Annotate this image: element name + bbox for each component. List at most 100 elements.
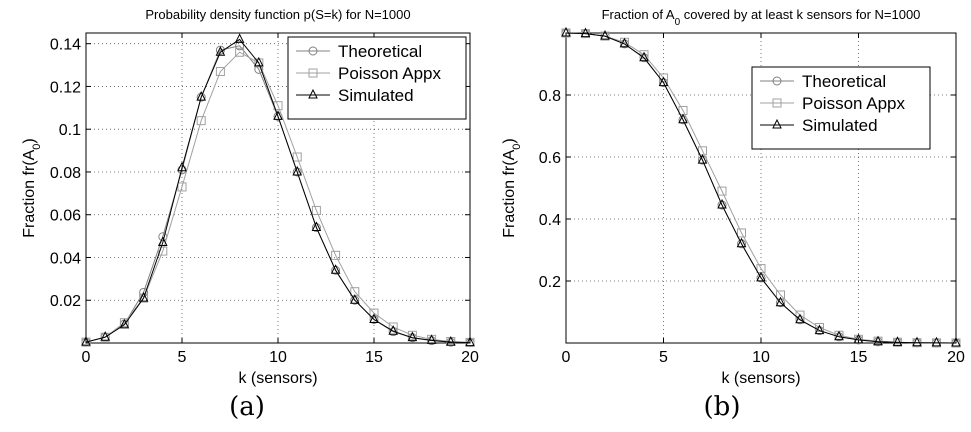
chart-b-point-triangle [580, 27, 591, 38]
chart-a-point-triangle [138, 291, 149, 302]
caption-a: (a) [229, 392, 265, 422]
coverage-chart: Fraction of A0 covered by at least k sen… [501, 7, 965, 387]
chart-a-series-triangle [81, 33, 475, 347]
chart-a-legend-marker-triangle [308, 88, 318, 99]
chart-a-point-triangle [119, 318, 130, 329]
chart-a-point-triangle [253, 56, 264, 67]
chart-a-point-triangle [177, 161, 187, 172]
chart-a-point-triangle [349, 294, 360, 304]
chart-a-point-square [196, 116, 206, 126]
chart-a-ytick-label: 0.08 [50, 165, 81, 182]
chart-a-point-square [119, 318, 129, 328]
chart-b-point-triangle [639, 51, 649, 62]
chart-b-point-triangle [697, 153, 708, 164]
chart-b-ytick-label: 0.2 [539, 274, 561, 291]
caption-b: (b) [703, 392, 741, 422]
chart-a-point-square [177, 182, 187, 192]
chart-b-point-triangle [892, 336, 903, 346]
chart-a-point-circle [139, 287, 149, 297]
chart-a-point-triangle [388, 325, 399, 335]
chart-b-point-triangle [736, 237, 747, 248]
chart-panel-b: Fraction of A0 covered by at least k sen… [486, 0, 971, 432]
chart-a-legend-label: Theoretical [338, 42, 422, 61]
chart-a-point-circle [235, 41, 245, 51]
chart-a-xtick-label: 0 [82, 349, 91, 366]
chart-a-line-square [85, 51, 471, 343]
chart-b-point-triangle [775, 296, 786, 307]
chart-b-legend-marker-circle [772, 76, 782, 86]
chart-b-legend-label: Poisson Appx [802, 94, 906, 113]
chart-b-point-triangle [678, 113, 688, 124]
chart-b-point-square [737, 228, 746, 238]
chart-b-series-triangle [561, 26, 961, 347]
chart-a-title: Probability density function p(S=k) for … [145, 7, 410, 22]
chart-a-point-triangle [465, 336, 475, 347]
chart-a-xtick-label: 15 [365, 349, 383, 366]
chart-b-legend-marker-triangle [772, 118, 782, 129]
chart-b-point-triangle [853, 333, 864, 344]
chart-b-point-triangle [658, 76, 669, 87]
chart-a-point-square [331, 250, 341, 260]
chart-a-point-triangle [445, 336, 456, 346]
chart-b-point-square [795, 310, 805, 320]
chart-b-point-square [717, 186, 727, 196]
chart-a-legend-label: Poisson Appx [338, 64, 442, 83]
chart-b-ylabel: Fraction fr(A0) [501, 138, 523, 237]
chart-a-point-triangle [407, 331, 418, 342]
chart-a-ytick-label: 0.12 [50, 79, 81, 96]
chart-a-point-square [158, 246, 168, 256]
chart-a-point-triangle [215, 46, 226, 56]
chart-a-point-square [311, 205, 321, 215]
chart-b-point-triangle [951, 336, 961, 347]
chart-a-point-triangle [81, 336, 91, 346]
chart-b-line-triangle [565, 32, 957, 344]
chart-b-legend-label: Simulated [802, 116, 878, 135]
chart-b-point-triangle [619, 37, 630, 48]
chart-a-xtick-label: 10 [269, 349, 287, 366]
chart-a-xtick-label: 20 [461, 349, 479, 366]
chart-a-point-triangle [157, 236, 168, 247]
chart-b-legend-marker-square [772, 98, 782, 108]
chart-a-point-triangle [330, 264, 341, 274]
chart-b-point-triangle [834, 330, 844, 341]
chart-a-legend-marker-circle [308, 46, 318, 56]
chart-b-ytick-label: 0.4 [539, 212, 561, 229]
chart-a-point-square [369, 308, 379, 318]
chart-b-point-triangle [717, 198, 727, 209]
chart-a-ytick-label: 0.06 [50, 208, 81, 225]
chart-a-legend: Theoretical Poisson Appx Simulated [287, 36, 467, 120]
chart-b-xtick-label: 0 [562, 349, 571, 366]
chart-b-xlabel: k (sensors) [721, 370, 800, 387]
chart-b-xtick-label: 10 [752, 349, 770, 366]
chart-b-ytick-label: 0.8 [539, 88, 561, 105]
chart-panel-a: Probability density function p(S=k) for … [21, 7, 479, 422]
chart-a-ytick-label: 0.02 [50, 293, 81, 310]
chart-b-xtick-label: 15 [850, 349, 868, 366]
chart-a-point-triangle [311, 221, 322, 232]
chart-b-point-triangle [756, 271, 766, 282]
chart-a-point-triangle [234, 33, 245, 43]
chart-a-xlabel: k (sensors) [238, 370, 317, 387]
chart-a-xtick-label: 5 [178, 349, 187, 366]
chart-b-point-triangle [931, 336, 942, 347]
chart-a-point-triangle [292, 165, 303, 176]
chart-a-point-square [292, 152, 302, 162]
chart-a-ytick-label: 0.04 [50, 250, 81, 267]
chart-a-point-triangle [100, 331, 111, 341]
chart-b-point-triangle [561, 26, 571, 37]
chart-b-point-triangle [912, 336, 922, 347]
chart-a-point-triangle [196, 91, 207, 101]
chart-a-point-triangle [369, 313, 379, 323]
chart-b-ytick-label: 0.6 [539, 150, 561, 167]
chart-a-point-triangle [426, 334, 437, 344]
chart-a-legend-marker-square [308, 68, 318, 78]
chart-a-ytick-label: 0.14 [50, 37, 81, 54]
chart-b-xtick-label: 5 [659, 349, 668, 366]
chart-a-line-triangle [85, 38, 471, 344]
chart-a-point-square [215, 66, 225, 76]
chart-a-ytick-label: 0.1 [59, 122, 81, 139]
chart-a-ylabel: Fraction fr(A0) [21, 138, 43, 237]
chart-b-xtick-label: 20 [947, 349, 965, 366]
chart-b-legend-label: Theoretical [802, 72, 886, 91]
chart-b-point-triangle [814, 324, 825, 335]
